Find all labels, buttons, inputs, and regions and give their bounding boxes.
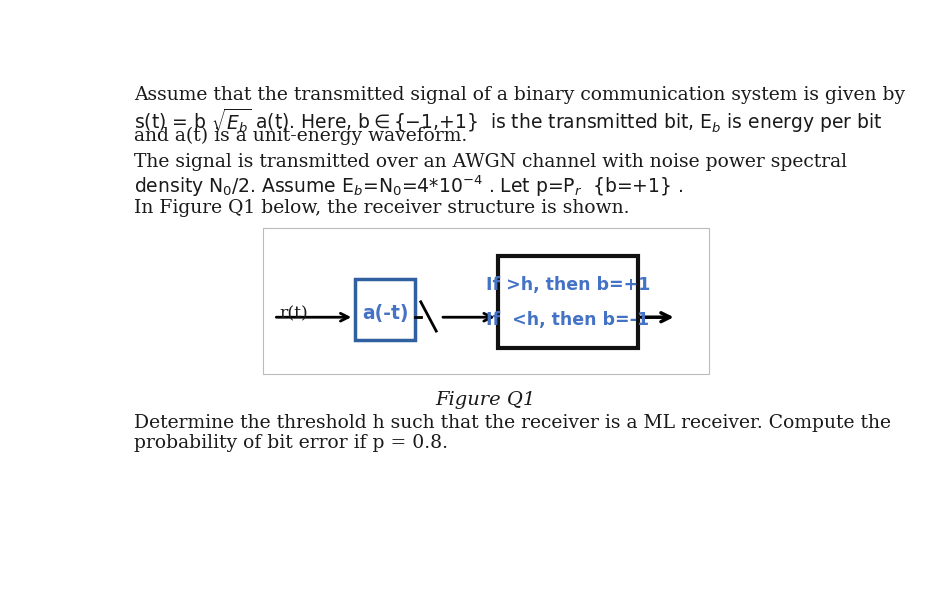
Text: s(t) = b $\sqrt{E_b}$ a(t). Here, b$\in${$-$1,+1}  is the transmitted bit, E$_b$: s(t) = b $\sqrt{E_b}$ a(t). Here, b$\in$… [134,106,883,135]
Text: a(-t): a(-t) [362,304,409,323]
Text: Determine the threshold h such that the receiver is a ML receiver. Compute the: Determine the threshold h such that the … [134,414,891,432]
Bar [499,256,638,348]
Text: Figure Q1: Figure Q1 [436,391,536,409]
Bar [263,228,709,374]
Text: If  <h, then b=-1: If <h, then b=-1 [486,311,649,329]
Text: density N$_0$/2. Assume E$_b$=N$_0$=4*10$^{-4}$ . Let p=P$_r$  {b=+1} .: density N$_0$/2. Assume E$_b$=N$_0$=4*10… [134,173,684,199]
Bar [355,279,415,340]
Text: The signal is transmitted over an AWGN channel with noise power spectral: The signal is transmitted over an AWGN c… [134,153,847,171]
Text: probability of bit error if p = 0.8.: probability of bit error if p = 0.8. [134,434,448,452]
Text: If >h, then b=+1: If >h, then b=+1 [485,276,650,294]
Text: r(t): r(t) [280,306,308,323]
Text: Assume that the transmitted signal of a binary communication system is given by: Assume that the transmitted signal of a … [134,86,905,104]
Text: and a(t) is a unit-energy waveform.: and a(t) is a unit-energy waveform. [134,127,467,145]
Text: In Figure Q1 below, the receiver structure is shown.: In Figure Q1 below, the receiver structu… [134,200,629,218]
